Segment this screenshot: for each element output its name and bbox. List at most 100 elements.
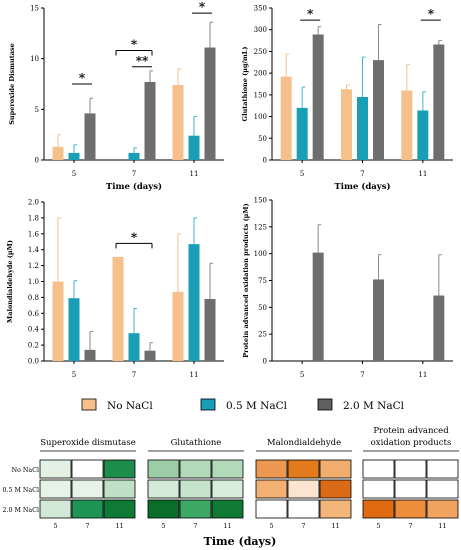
bar	[204, 298, 216, 361]
y-tick-label: 125	[254, 223, 267, 231]
bar	[296, 107, 308, 160]
significance-label: *	[131, 38, 138, 52]
heatmap-cell	[211, 459, 244, 479]
heatmap-panel: Malondialdehyde 5 7 11	[255, 438, 352, 530]
heatmap-cell	[287, 499, 320, 519]
bar	[84, 113, 96, 160]
heatmap-cell	[362, 479, 395, 499]
heatmap-cell	[71, 479, 104, 499]
heatmap-x-axis-label: Time (days)	[204, 535, 277, 548]
heatmap-col-label: 5	[269, 522, 273, 530]
bar	[144, 350, 156, 361]
y-tick-label: 1.0	[28, 278, 39, 286]
heatmap-cell	[103, 479, 136, 499]
significance-label: **	[136, 54, 149, 68]
bar	[433, 44, 445, 161]
bar	[128, 152, 140, 160]
heatmap-cell	[394, 479, 427, 499]
y-tick-label: 200	[254, 70, 267, 78]
heatmap-row-label: No NaCl	[12, 467, 39, 474]
x-tick-label: 11	[418, 371, 427, 379]
bar	[68, 152, 80, 160]
y-tick-label: 0	[263, 358, 267, 366]
legend-label: 0.5 M NaCl	[226, 400, 288, 412]
x-axis-label: Time (days)	[334, 181, 390, 192]
y-tick-label: 300	[254, 26, 267, 34]
legend: No NaCl 0.5 M NaCl 2.0 M NaCl	[81, 398, 405, 412]
bar	[373, 279, 384, 361]
y-tick-label: 350	[254, 5, 267, 13]
significance-label: *	[199, 0, 206, 14]
heatmap-cell	[211, 479, 244, 499]
bar	[172, 291, 184, 361]
chart-superoxide-dismutase: 0 5 10 15 5 7 11 Superoxide Dismutase Time (days…	[8, 0, 224, 192]
bar	[172, 85, 184, 160]
heatmap-cell	[426, 479, 459, 499]
y-tick-label: 150	[254, 91, 267, 99]
heatmap-cell	[287, 459, 320, 479]
heatmap-col-label: 7	[85, 522, 89, 530]
y-tick-label: 50	[258, 304, 267, 312]
bar	[128, 333, 140, 361]
heatmap-col-label: 11	[331, 522, 339, 530]
heatmap-title-line: oxidation products	[371, 438, 452, 448]
heatmap-cell	[147, 479, 180, 499]
heatmap-title: Superoxide dismutase	[40, 438, 136, 448]
heatmap-cell	[319, 459, 352, 479]
bar	[84, 349, 96, 361]
heatmap-cell	[179, 479, 212, 499]
y-tick-label: 0	[35, 157, 39, 165]
bar	[204, 47, 216, 160]
heatmap-col-label: 7	[193, 522, 197, 530]
bar	[341, 89, 352, 160]
bar	[68, 298, 80, 361]
y-axis-label: Protein advanced oxidation products (µM)	[242, 203, 250, 357]
chart-protein-advanced-oxidation-products: 0 25 50 75 100 125 150 5 7 11 Protein advanced oxi…	[242, 197, 453, 379]
heatmap-cell	[319, 499, 352, 519]
x-tick-label: 11	[190, 170, 199, 178]
x-tick-label: 5	[300, 371, 304, 379]
bar	[357, 97, 368, 160]
legend-swatch	[81, 398, 97, 411]
heatmap-col-label: 5	[161, 522, 165, 530]
x-tick-label: 7	[132, 371, 136, 379]
significance-label: *	[307, 7, 314, 21]
heatmap-cell	[319, 479, 352, 499]
x-tick-label: 5	[300, 170, 304, 178]
y-tick-label: 0.2	[28, 342, 39, 350]
heatmap-cell	[255, 499, 288, 519]
y-axis-label: Superoxide Dismutase	[8, 43, 16, 125]
heatmap-col-label: 11	[438, 522, 446, 530]
y-tick-label: 15	[30, 5, 39, 13]
x-tick-label: 11	[190, 371, 199, 379]
heatmap-cell	[255, 459, 288, 479]
y-tick-label: 0.8	[28, 294, 39, 302]
heatmap-col-label: 5	[53, 522, 57, 530]
x-tick-label: 5	[72, 371, 76, 379]
legend-swatch	[317, 398, 333, 411]
x-tick-label: 11	[418, 170, 427, 178]
significance-label: *	[79, 71, 86, 85]
y-axis-label: Glutathione (µg/mL)	[241, 47, 249, 122]
y-tick-label: 150	[254, 197, 267, 205]
heatmap-cell	[394, 459, 427, 479]
x-tick-label: 7	[360, 371, 364, 379]
bar	[280, 76, 292, 160]
y-tick-label: 25	[258, 331, 267, 339]
heatmap-row-label: 2.0 M NaCl	[2, 507, 39, 514]
y-tick-label: 1.6	[28, 230, 40, 238]
heatmap-col-label: 7	[301, 522, 305, 530]
heatmap-cell	[39, 499, 72, 519]
heatmap-cell	[71, 499, 104, 519]
x-tick-label: 7	[360, 170, 364, 178]
heatmap-col-label: 11	[223, 522, 231, 530]
bar	[52, 281, 64, 361]
x-axis-label: Time (days)	[106, 181, 162, 192]
bar	[112, 256, 124, 361]
heatmap-cell	[362, 499, 395, 519]
heatmap-cell	[255, 479, 288, 499]
heatmap-panel: Glutathione 5 7 11	[147, 438, 244, 530]
y-axis-label: Malondialdehyde (µM)	[6, 240, 14, 323]
heatmap-row-label: 0.5 M NaCl	[2, 487, 39, 494]
heatmap-cell	[394, 499, 427, 519]
